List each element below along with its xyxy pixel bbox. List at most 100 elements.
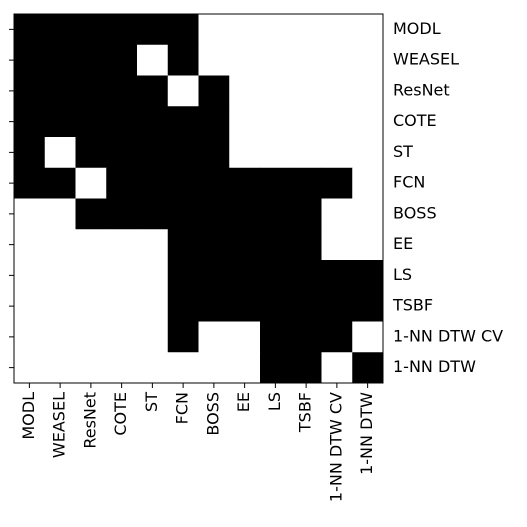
heatmap-cell [352,44,384,76]
heatmap-cell [198,198,230,230]
heatmap-cell [14,137,46,169]
heatmap-cell [198,260,230,292]
heatmap-cell [167,260,199,292]
heatmap-cell [198,106,230,138]
heatmap-cell [321,167,353,199]
heatmap-cell [229,44,261,76]
heatmap-cell [229,352,261,384]
y-tick-label: MODL [393,19,441,38]
heatmap-cell [106,167,138,199]
heatmap-cell [44,290,76,322]
heatmap-cell [137,229,169,261]
heatmap-cell [290,14,322,46]
heatmap-cell [321,14,353,46]
heatmap-cell [352,14,384,46]
heatmap-cell [352,75,384,107]
heatmap-cell [75,198,107,230]
y-tick-label: FCN [393,173,425,192]
y-tick-label: COTE [393,111,437,130]
heatmap-cell [14,198,46,230]
heatmap-cell [44,44,76,76]
heatmap-cell [44,198,76,230]
y-tick-label: BOSS [393,203,437,222]
heatmap-cell [137,137,169,169]
heatmap-cell [14,321,46,353]
x-axis-ticks [28,383,369,388]
heatmap-cell [167,167,199,199]
y-tick-label: EE [393,234,413,253]
heatmap-cell [290,290,322,322]
heatmap-cell [229,321,261,353]
heatmap-cell [352,106,384,138]
heatmap-cell [44,321,76,353]
heatmap-cell [44,106,76,138]
heatmap-cell [167,44,199,76]
heatmap-cell [14,260,46,292]
heatmap-cell [290,137,322,169]
heatmap-cell [290,198,322,230]
x-tick-label: ST [142,392,161,412]
heatmap-cell [229,229,261,261]
heatmap-cell [137,44,169,76]
heatmap-cell [167,352,199,384]
heatmap-cell [137,290,169,322]
heatmap-cell [106,352,138,384]
heatmap-cell [290,106,322,138]
heatmap-cell [75,321,107,353]
heatmap-cell [260,44,292,76]
heatmap-cell [106,290,138,322]
heatmap-cell [321,44,353,76]
heatmap-cell [75,229,107,261]
x-tick-label: TSBF [296,392,315,433]
heatmap-cell [44,260,76,292]
y-tick-label: ST [393,142,413,161]
heatmap-cell [198,14,230,46]
heatmap-cell [260,290,292,322]
heatmap-cell [260,260,292,292]
x-tick-label: MODL [19,392,38,440]
heatmap-cell [44,137,76,169]
heatmap-cell [137,106,169,138]
x-tick-label: 1-NN DTW [357,392,376,475]
plot-frame [13,13,384,384]
heatmap-cell [75,260,107,292]
heatmap-cell [14,106,46,138]
heatmap-cell [198,44,230,76]
heatmap-cell [321,75,353,107]
y-tick-label: TSBF [392,296,433,315]
x-tick-label: ResNet [80,392,99,449]
heatmap-cell [352,198,384,230]
x-tick-label: FCN [173,392,192,424]
heatmap-cell [352,290,384,322]
y-axis-ticks [9,28,14,369]
heatmap-cell [321,321,353,353]
heatmap-cell [229,290,261,322]
heatmap-cell [106,198,138,230]
heatmap-cell [167,321,199,353]
heatmap-cell [14,75,46,107]
x-tick-label: LS [265,392,284,411]
heatmap-cell [352,137,384,169]
heatmap-cell [198,290,230,322]
heatmap-cell [106,14,138,46]
y-tick-label: 1-NN DTW CV [393,326,503,345]
heatmap-cell [44,167,76,199]
heatmap-cell [106,44,138,76]
heatmap-cell [167,198,199,230]
heatmap-cell [260,106,292,138]
heatmap-cell [290,167,322,199]
heatmap-cell [260,167,292,199]
heatmap-cell [44,14,76,46]
x-tick-label: EE [234,392,253,412]
heatmap-cell [321,290,353,322]
y-tick-label: ResNet [393,80,450,99]
heatmap-cell [260,352,292,384]
x-tick-label: WEASEL [50,392,69,458]
heatmap-cell [106,229,138,261]
heatmap-cell [260,321,292,353]
heatmap-cell [106,137,138,169]
heatmap-cell [167,290,199,322]
heatmap-cell [229,260,261,292]
heatmap-cell [75,75,107,107]
